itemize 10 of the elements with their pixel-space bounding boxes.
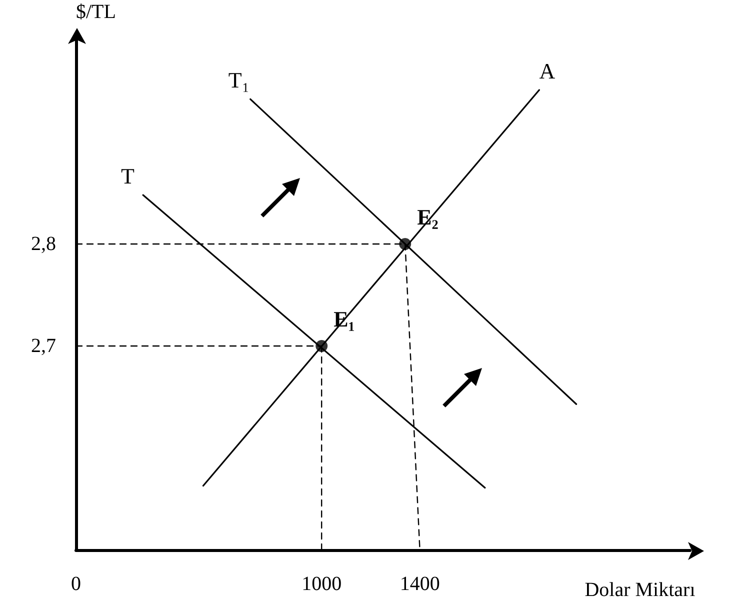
series-label: T (121, 164, 136, 189)
x-tick-label: 0 (71, 573, 81, 595)
x-tick-label: 1000 (302, 573, 342, 595)
y-tick-label: 2,7 (31, 335, 56, 357)
series-label: T₁ (228, 68, 250, 93)
x-axis-title: Dolar Miktarı (584, 579, 696, 601)
y-axis-title: $/TL (76, 1, 116, 23)
series-label: A (539, 58, 556, 84)
y-tick-label: 2,8 (31, 233, 56, 255)
x-tick-label: 1400 (400, 573, 440, 595)
